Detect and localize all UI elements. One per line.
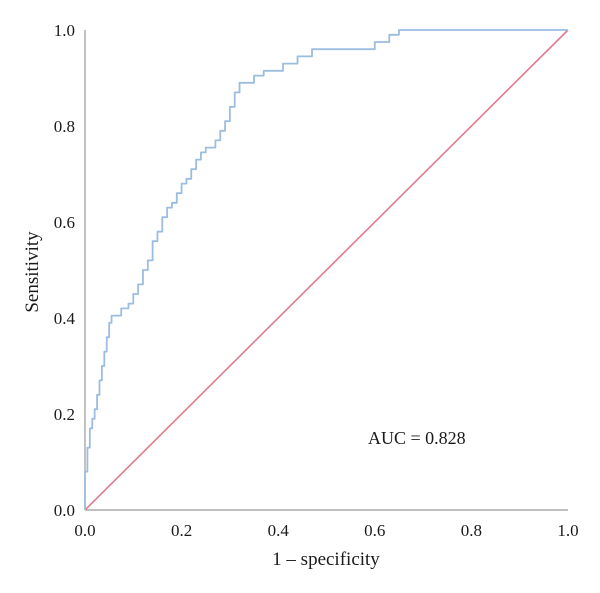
y-tick-label: 0.0	[54, 501, 75, 520]
axes	[84, 30, 568, 511]
y-axis-label: Sensitivity	[22, 231, 43, 313]
x-tick-label: 0.2	[171, 521, 192, 540]
x-tick-label: 0.0	[74, 521, 95, 540]
y-tick-label: 0.8	[54, 117, 75, 136]
x-axis-label: 1 – specificity	[272, 549, 380, 570]
series-layer	[84, 29, 569, 511]
roc-curve	[84, 29, 568, 510]
auc-annotation: AUC = 0.828	[368, 428, 466, 448]
y-tick-label: 1.0	[54, 21, 75, 40]
x-tick-label: 0.6	[364, 521, 385, 540]
y-tick-label: 0.2	[54, 405, 75, 424]
x-tick-label: 0.8	[461, 521, 482, 540]
y-tick-label: 0.6	[54, 213, 75, 232]
x-tick-label: 0.4	[268, 521, 290, 540]
y-tick-label: 0.4	[54, 309, 76, 328]
tick-labels: 0.0 0.2 0.4 0.6 0.8 1.0 0.0 0.2 0.4 0.6 0.8 1.0	[54, 21, 579, 540]
x-tick-label: 1.0	[557, 521, 578, 540]
reference-diagonal	[84, 29, 569, 511]
